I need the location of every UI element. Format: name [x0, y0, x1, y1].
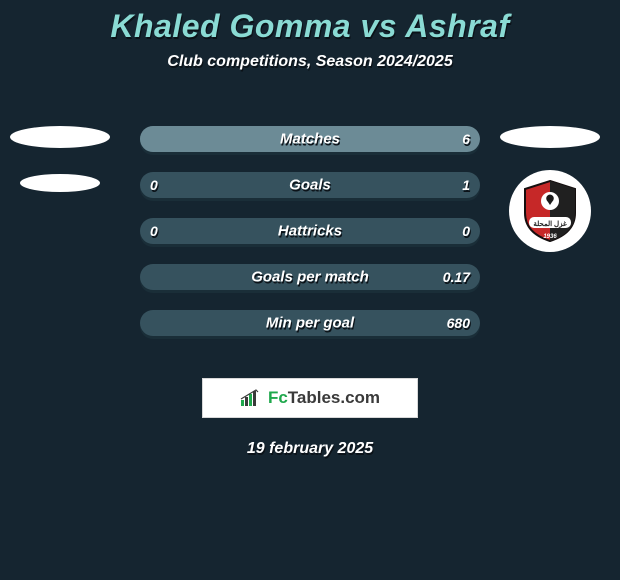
stat-label: Goals — [289, 177, 331, 194]
stat-value-right: 1 — [462, 177, 470, 193]
stat-value-right: 0.17 — [443, 269, 470, 285]
stat-label: Matches — [280, 131, 340, 148]
stat-row: Goals per match 0.17 — [140, 264, 480, 290]
ellipse-placeholder-icon — [20, 174, 100, 192]
stat-bar: Goals per match 0.17 — [140, 264, 480, 290]
stat-bar: Matches 6 — [140, 126, 480, 152]
player-left-badge-area — [10, 126, 110, 192]
stat-bar: Min per goal 680 — [140, 310, 480, 336]
player-right-badge-area: غزل المحلة 1936 — [500, 126, 600, 252]
stat-label: Hattricks — [278, 223, 342, 240]
crest-text-label: غزل المحلة — [533, 220, 567, 228]
stat-value-left: 0 — [150, 177, 158, 193]
stat-row: Matches 6 — [140, 126, 480, 152]
stat-value-right: 6 — [462, 131, 470, 147]
stat-value-right: 680 — [447, 315, 470, 331]
stat-row: Min per goal 680 — [140, 310, 480, 336]
stat-label: Goals per match — [251, 269, 369, 286]
page-title: Khaled Gomma vs Ashraf — [0, 8, 620, 45]
brand-link[interactable]: FcTables.com — [202, 378, 418, 418]
date-label: 19 february 2025 — [0, 440, 620, 458]
stat-row: Hattricks 0 0 — [140, 218, 480, 244]
club-crest-icon: غزل المحلة 1936 — [509, 170, 591, 252]
stat-bar: Goals 0 1 — [140, 172, 480, 198]
stat-bars: Matches 6 Goals 0 1 Hattricks 0 0 Goals per matc… — [140, 126, 480, 356]
stat-value-left: 0 — [150, 223, 158, 239]
crest-year: 1936 — [543, 234, 557, 240]
stat-row: Goals 0 1 — [140, 172, 480, 198]
subtitle: Club competitions, Season 2024/2025 — [0, 53, 620, 71]
ellipse-placeholder-icon — [500, 126, 600, 148]
stat-bar: Hattricks 0 0 — [140, 218, 480, 244]
brand-text: FcTables.com — [268, 388, 380, 408]
comparison-card: Khaled Gomma vs Ashraf Club competitions… — [0, 0, 620, 580]
ellipse-placeholder-icon — [10, 126, 110, 148]
bar-chart-icon — [240, 389, 262, 407]
stat-value-right: 0 — [462, 223, 470, 239]
stat-label: Min per goal — [266, 315, 354, 332]
